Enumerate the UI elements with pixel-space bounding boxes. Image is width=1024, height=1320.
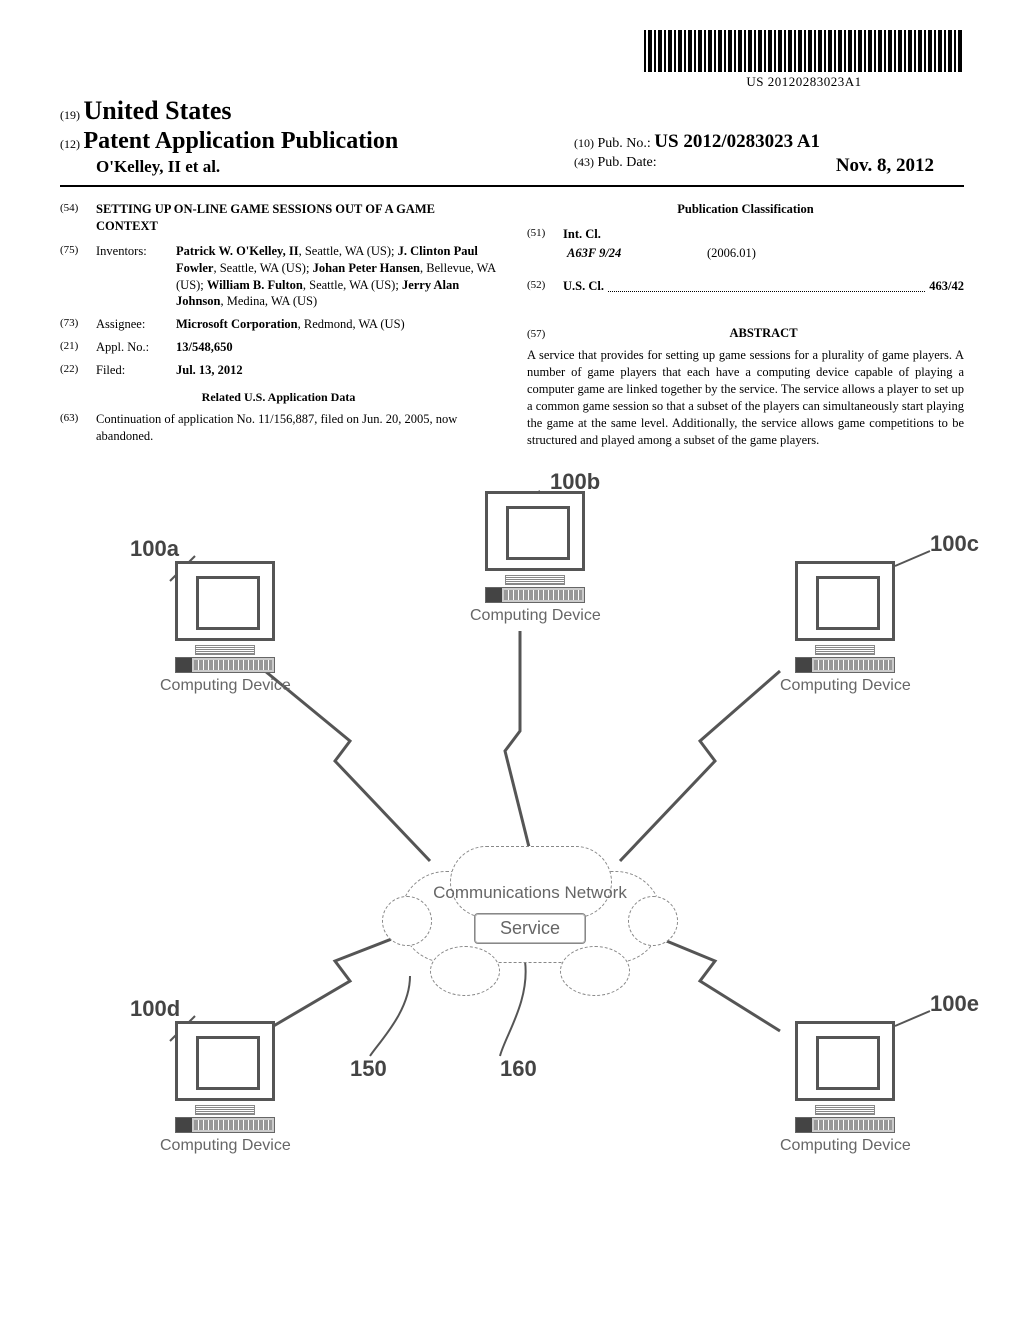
monitor-icon bbox=[795, 1021, 895, 1101]
applno-label: Appl. No.: bbox=[96, 339, 176, 356]
intcl-date: (2006.01) bbox=[707, 245, 756, 262]
assignee-value: Microsoft Corporation, Redmond, WA (US) bbox=[176, 316, 497, 333]
figure-1: Computing Device Computing Device Comput… bbox=[60, 481, 964, 1201]
device-label: Computing Device bbox=[160, 677, 291, 695]
device-100d: Computing Device bbox=[160, 1021, 291, 1155]
uscl-label: U.S. Cl. bbox=[563, 278, 604, 295]
abstract-text: A service that provides for setting up g… bbox=[527, 347, 964, 448]
left-column: (54) SETTING UP ON-LINE GAME SESSIONS OU… bbox=[60, 201, 497, 451]
monitor-icon bbox=[795, 561, 895, 641]
intcl-code: A63F 9/24 bbox=[527, 245, 707, 262]
header: (19) United States (12) Patent Applicati… bbox=[60, 96, 964, 177]
ref-100e: 100e bbox=[930, 991, 979, 1017]
barcode-stripes bbox=[644, 30, 964, 72]
country-name: United States bbox=[84, 96, 232, 125]
pubno-value: US 2012/0283023 A1 bbox=[654, 131, 820, 152]
continuation-text: Continuation of application No. 11/156,8… bbox=[96, 411, 497, 445]
country-code-num: (19) bbox=[60, 108, 80, 122]
inventors-label: Inventors: bbox=[96, 243, 176, 311]
device-label: Computing Device bbox=[780, 677, 911, 695]
device-label: Computing Device bbox=[160, 1137, 291, 1155]
keyboard-icon bbox=[795, 1117, 895, 1133]
device-label: Computing Device bbox=[780, 1137, 911, 1155]
keyboard-icon bbox=[795, 657, 895, 673]
uscl-dots bbox=[608, 278, 925, 292]
device-100e: Computing Device bbox=[780, 1021, 911, 1155]
service-box: Service bbox=[474, 913, 586, 944]
device-100b: Computing Device bbox=[470, 491, 601, 625]
intcl-num: (51) bbox=[527, 226, 563, 243]
pubdate-num: (43) bbox=[574, 155, 594, 169]
uscl-value: 463/42 bbox=[929, 278, 964, 295]
device-label: Computing Device bbox=[470, 607, 601, 625]
monitor-icon bbox=[175, 561, 275, 641]
inventors-num: (75) bbox=[60, 243, 96, 311]
ref-100b: 100b bbox=[550, 469, 600, 495]
continuation-num: (63) bbox=[60, 411, 96, 445]
filed-value: Jul. 13, 2012 bbox=[176, 362, 497, 379]
pubdate-label: Pub. Date: bbox=[598, 155, 657, 170]
uscl-num: (52) bbox=[527, 278, 563, 295]
pub-type-num: (12) bbox=[60, 137, 80, 151]
applno-value: 13/548,650 bbox=[176, 339, 497, 356]
inventors-value: Patrick W. O'Kelley, II, Seattle, WA (US… bbox=[176, 243, 497, 311]
keyboard-icon bbox=[175, 657, 275, 673]
barcode-region: US 20120283023A1 bbox=[60, 30, 964, 90]
monitor-icon bbox=[485, 491, 585, 571]
pub-type: Patent Application Publication bbox=[84, 128, 399, 154]
authors-line: O'Kelley, II et al. bbox=[60, 157, 564, 177]
ref-100d: 100d bbox=[130, 996, 180, 1022]
cloud-label: Communications Network bbox=[390, 883, 670, 903]
ref-150: 150 bbox=[350, 1056, 387, 1082]
keyboard-icon bbox=[485, 587, 585, 603]
pubno-num: (10) bbox=[574, 136, 594, 150]
monitor-icon bbox=[175, 1021, 275, 1101]
device-100c: Computing Device bbox=[780, 561, 911, 695]
barcode-text: US 20120283023A1 bbox=[644, 74, 964, 90]
device-100a: Computing Device bbox=[160, 561, 291, 695]
intcl-label: Int. Cl. bbox=[563, 226, 601, 243]
ref-100c: 100c bbox=[930, 531, 979, 557]
ref-100a: 100a bbox=[130, 536, 179, 562]
pubno-label: Pub. No.: bbox=[598, 136, 651, 151]
right-column: Publication Classification (51) Int. Cl.… bbox=[527, 201, 964, 451]
filed-label: Filed: bbox=[96, 362, 176, 379]
cloud-network: Communications Network Service bbox=[390, 841, 670, 991]
header-divider bbox=[60, 185, 964, 187]
assignee-num: (73) bbox=[60, 316, 96, 333]
title-num: (54) bbox=[60, 201, 96, 235]
filed-num: (22) bbox=[60, 362, 96, 379]
keyboard-icon bbox=[175, 1117, 275, 1133]
applno-num: (21) bbox=[60, 339, 96, 356]
pubdate-value: Nov. 8, 2012 bbox=[836, 155, 964, 177]
assignee-label: Assignee: bbox=[96, 316, 176, 333]
pub-class-heading: Publication Classification bbox=[527, 201, 964, 218]
abstract-num: (57) bbox=[527, 327, 563, 342]
related-heading: Related U.S. Application Data bbox=[60, 389, 497, 405]
ref-160: 160 bbox=[500, 1056, 537, 1082]
abstract-heading: ABSTRACT bbox=[563, 325, 964, 342]
invention-title: SETTING UP ON-LINE GAME SESSIONS OUT OF … bbox=[96, 201, 497, 235]
